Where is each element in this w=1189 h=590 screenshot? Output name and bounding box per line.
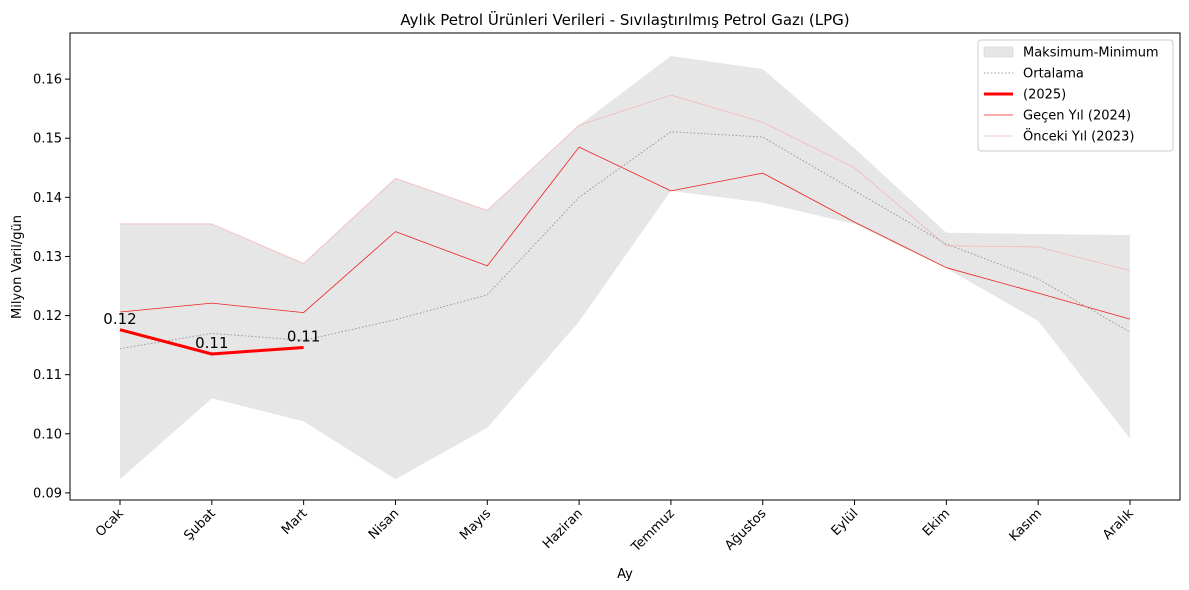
legend-label: Önceki Yıl (2023): [1023, 128, 1134, 145]
legend: Maksimum-Minimum Ortalama (2025) Geçen Yıl…: [977, 39, 1174, 152]
y-axis: 0.09 0.10 0.11 0.12 0.13 0.14 0.15 0.16: [33, 73, 70, 501]
x-tick-label: Aralık: [1100, 506, 1137, 543]
x-tick-label: Ağustos: [722, 506, 770, 554]
x-tick-label: Şubat: [181, 506, 218, 543]
y-tick-label: 0.11: [33, 368, 62, 383]
x-axis: Ocak Şubat Mart Nisan Mayıs Haziran Temmuz Ağus…: [93, 500, 1137, 556]
x-tick-label: Nisan: [366, 506, 402, 542]
legend-box: [977, 39, 1174, 152]
legend-label: (2025): [1023, 88, 1066, 103]
data-label: 0.11: [287, 327, 320, 345]
x-tick-label: Kasım: [1007, 506, 1045, 544]
y-tick-label: 0.12: [33, 309, 62, 324]
chart-title: Aylık Petrol Ürünleri Verileri - Sıvılaş…: [400, 10, 849, 29]
plot-area: 0.12 0.11 0.11: [103, 56, 1131, 480]
y-tick-label: 0.09: [33, 486, 62, 501]
max-min-band: [120, 56, 1130, 480]
legend-label: Ortalama: [1023, 67, 1084, 82]
y-tick-label: 0.13: [33, 250, 62, 265]
legend-label: Maksimum-Minimum: [1023, 46, 1159, 61]
x-tick-label: Ekim: [920, 506, 953, 539]
y-tick-label: 0.15: [33, 132, 62, 147]
series-line-1: [119, 328, 304, 356]
series-line-0: [119, 131, 1131, 350]
x-tick-label: Mart: [279, 506, 311, 538]
x-tick-label: Eylül: [829, 506, 862, 539]
x-tick-label: Ocak: [93, 506, 127, 540]
legend-label: Geçen Yıl (2024): [1023, 109, 1131, 124]
y-axis-label: Milyon Varil/gün: [10, 215, 25, 319]
y-tick-label: 0.16: [33, 73, 62, 88]
x-tick-label: Mayıs: [457, 506, 494, 543]
x-tick-label: Temmuz: [628, 506, 678, 556]
data-label: 0.12: [103, 310, 136, 328]
data-label: 0.11: [195, 334, 228, 352]
y-tick-label: 0.10: [33, 427, 62, 442]
plot-frame: [69, 32, 1181, 501]
series-line-3: [120, 94, 1131, 272]
y-tick-label: 0.14: [33, 191, 62, 206]
legend-swatch-band: [983, 46, 1014, 58]
series-line-2: [119, 146, 1131, 320]
x-axis-label: Ay: [617, 567, 633, 582]
x-tick-label: Haziran: [540, 506, 586, 552]
